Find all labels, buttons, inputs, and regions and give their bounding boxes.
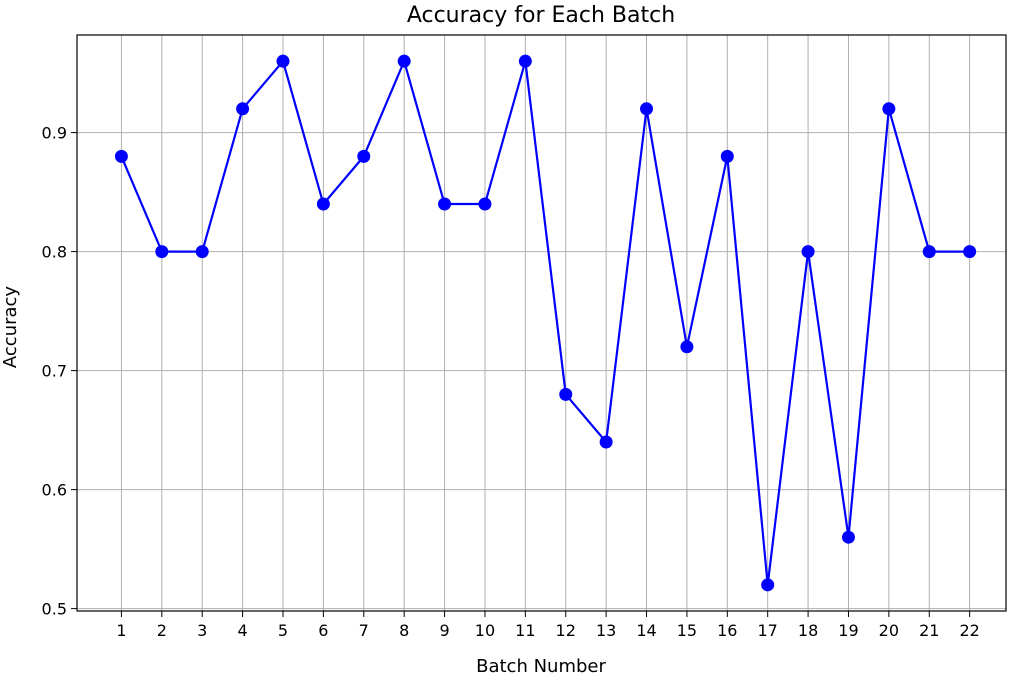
data-point-marker [518,54,532,68]
y-tick-label: 0.5 [42,600,67,619]
x-tick-label: 19 [838,621,858,640]
y-tick-label: 0.8 [42,243,67,262]
x-tick-label: 22 [959,621,979,640]
data-point-marker [640,102,654,116]
x-tick-label: 21 [919,621,939,640]
grid-lines [77,35,1006,611]
data-point-marker [680,340,694,354]
data-point-marker [357,149,371,163]
x-tick-label: 3 [197,621,207,640]
x-tick-label: 11 [515,621,535,640]
chart-title: Accuracy for Each Batch [407,3,675,28]
data-point-marker [276,54,290,68]
x-tick-label: 7 [359,621,369,640]
x-tick-label: 17 [758,621,778,640]
data-points [114,54,977,592]
data-point-marker [559,387,573,401]
data-point-marker [922,245,936,259]
x-tick-label: 1 [116,621,126,640]
x-tick-label: 10 [475,621,495,640]
x-tick-label: 13 [596,621,616,640]
x-tick-label: 4 [238,621,248,640]
data-point-marker [599,435,613,449]
x-axis-ticks: 1 2 3 4 5 6 7 8 9 10 11 12 13 14 15 16 17 18 19 20 21 22 [116,611,980,640]
x-tick-label: 20 [879,621,899,640]
y-axis-ticks: 0.5 0.6 0.7 0.8 0.9 [42,124,77,619]
x-tick-label: 12 [556,621,576,640]
data-point-marker [236,102,250,116]
plot-area-frame [76,34,1007,612]
data-point-marker [155,245,169,259]
data-point-marker [841,530,855,544]
data-point-marker [397,54,411,68]
data-point-marker [761,578,775,592]
data-point-marker [963,245,977,259]
x-tick-label: 2 [157,621,167,640]
x-tick-label: 9 [439,621,449,640]
y-tick-label: 0.6 [42,481,67,500]
y-tick-label: 0.9 [42,124,67,143]
x-tick-label: 18 [798,621,818,640]
x-tick-label: 6 [318,621,328,640]
data-point-marker [438,197,452,211]
data-point-marker [882,102,896,116]
y-axis-label: Accuracy [0,286,21,369]
series-line [120,60,970,586]
data-point-marker [316,197,330,211]
data-point-marker [195,245,209,259]
x-tick-label: 16 [717,621,737,640]
x-tick-label: 8 [399,621,409,640]
x-tick-label: 15 [677,621,697,640]
x-tick-label: 14 [636,621,656,640]
data-point-marker [801,245,815,259]
y-tick-label: 0.7 [42,362,67,381]
series-line-group [120,60,970,586]
data-point-marker [114,149,128,163]
data-point-marker [478,197,492,211]
x-axis-label: Batch Number [476,656,606,675]
x-tick-label: 5 [278,621,288,640]
data-point-marker [720,149,734,163]
